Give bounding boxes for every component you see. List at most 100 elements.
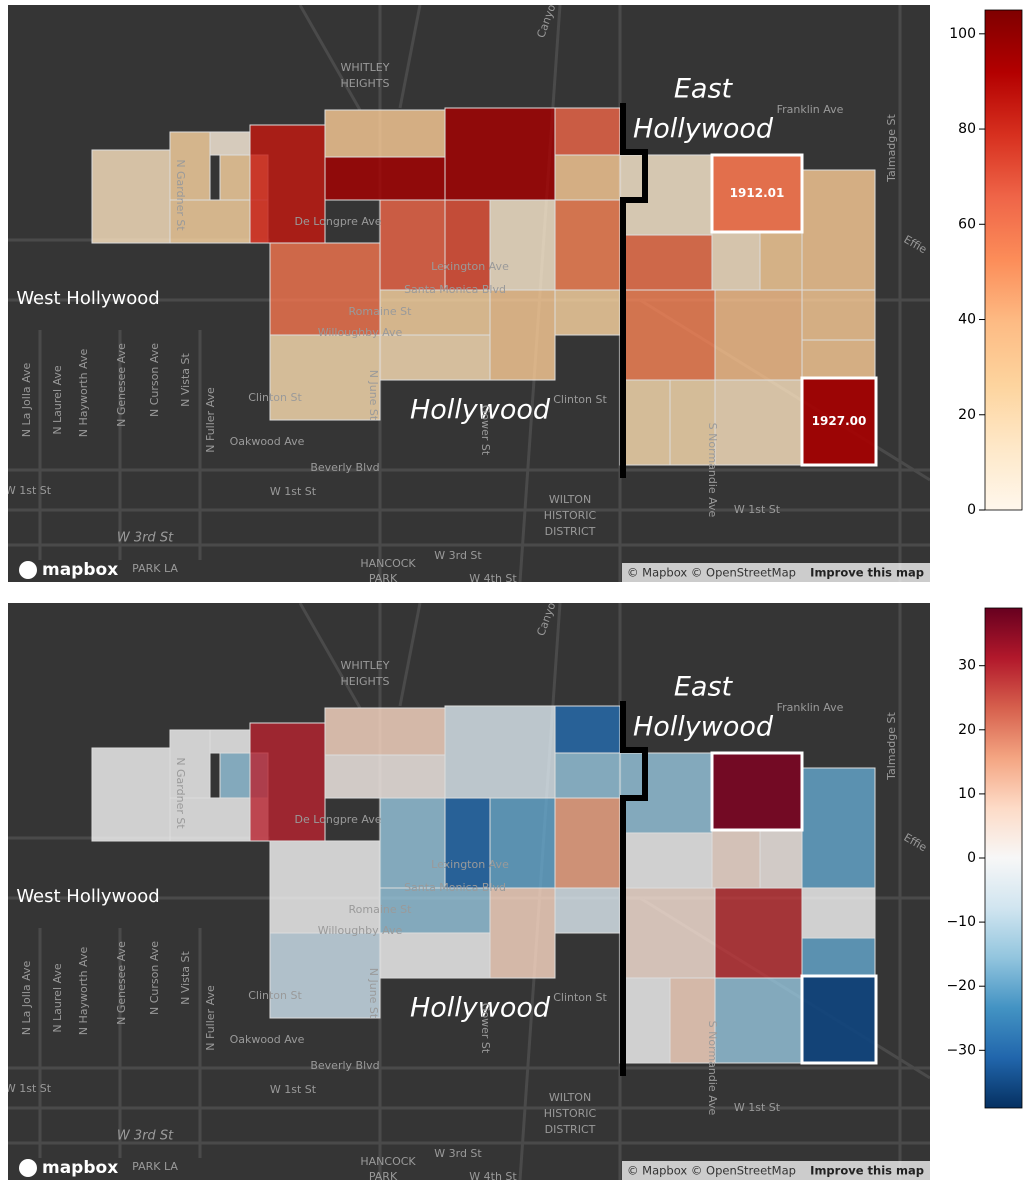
tract bbox=[324, 156, 446, 201]
colorbar-tick-label: 30 bbox=[958, 658, 976, 674]
tract bbox=[619, 832, 713, 889]
highlighted-tract bbox=[710, 751, 804, 832]
road bbox=[398, 5, 422, 109]
tract bbox=[801, 937, 876, 977]
tract bbox=[619, 234, 713, 291]
tract bbox=[169, 729, 211, 799]
map-label: W 4th St bbox=[469, 1170, 517, 1183]
colorbar-tick-label: 0 bbox=[967, 850, 976, 866]
map-label: Gower St bbox=[479, 1003, 492, 1054]
map-label: DISTRICT bbox=[545, 1123, 596, 1136]
map-label: Willoughby Ave bbox=[318, 924, 403, 937]
tract bbox=[619, 379, 671, 466]
map-label: East bbox=[674, 74, 734, 105]
boundary-line bbox=[620, 103, 648, 478]
map-label: W 1st St bbox=[5, 484, 52, 497]
improve-link: Improve this map bbox=[810, 1164, 924, 1178]
tract bbox=[619, 289, 716, 381]
map-label: S Normandie Ave bbox=[706, 423, 719, 518]
map-label: PARK bbox=[369, 1170, 398, 1183]
colorbar-tick-label: 80 bbox=[958, 121, 976, 137]
road bbox=[298, 603, 362, 709]
map-label: Santa Monica Blvd bbox=[404, 881, 506, 894]
map-label: HANCOCK bbox=[360, 557, 416, 570]
tract bbox=[801, 169, 876, 291]
map-label: DISTRICT bbox=[545, 525, 596, 538]
tract bbox=[444, 797, 491, 889]
map-label: N Fuller Ave bbox=[204, 387, 217, 453]
map-label: Franklin Ave bbox=[777, 701, 844, 714]
map-label: WHITLEY bbox=[341, 659, 390, 672]
map-label: Beverly Blvd bbox=[310, 1059, 379, 1072]
map-label: Clinton St bbox=[248, 989, 302, 1002]
colorbar-tick-label: 60 bbox=[958, 216, 976, 232]
map-label: W 4th St bbox=[469, 572, 517, 585]
map-label: N La Jolla Ave bbox=[20, 960, 33, 1035]
map-label: PARK LA bbox=[132, 1160, 178, 1173]
map-label: De Longpre Ave bbox=[294, 215, 381, 228]
map-label: Clinton St bbox=[553, 991, 607, 1004]
map-label: WILTON bbox=[549, 1091, 591, 1104]
tract bbox=[714, 887, 803, 979]
map-label: W 3rd St bbox=[117, 1129, 174, 1144]
map-label: West Hollywood bbox=[16, 288, 159, 309]
map-label: N June St bbox=[367, 370, 380, 421]
tract-label: 1912.01 bbox=[730, 186, 785, 200]
map-label: WILTON bbox=[549, 493, 591, 506]
map-label: Lexington Ave bbox=[431, 260, 509, 273]
colorbar-tick-label: 0 bbox=[967, 502, 976, 518]
map-label: Lexington Ave bbox=[431, 858, 509, 871]
colorbar-tick-label: 20 bbox=[958, 722, 976, 738]
map-label: W 1st St bbox=[270, 485, 317, 498]
tract bbox=[711, 231, 761, 291]
tract bbox=[489, 797, 556, 889]
colorbar bbox=[984, 9, 1023, 511]
map-label: N Laurel Ave bbox=[51, 365, 64, 435]
tract bbox=[801, 289, 876, 341]
tract bbox=[249, 124, 326, 244]
map-label: PARK bbox=[369, 572, 398, 585]
map-label: Beverly Blvd bbox=[310, 461, 379, 474]
tract-label: 1927.00 bbox=[812, 414, 867, 428]
tract bbox=[489, 887, 556, 979]
map-label: Clinton St bbox=[248, 391, 302, 404]
map-label: Clinton St bbox=[553, 393, 607, 406]
map-label: Hollywood bbox=[633, 114, 774, 145]
tract bbox=[801, 339, 876, 379]
map-label: N La Jolla Ave bbox=[20, 362, 33, 437]
highlighted-tract bbox=[710, 153, 804, 234]
colorbar-tick-label: 10 bbox=[958, 786, 976, 802]
tract bbox=[801, 767, 876, 889]
tract bbox=[554, 289, 621, 336]
tract bbox=[444, 705, 556, 799]
tract bbox=[554, 752, 621, 799]
map-label: N Curson Ave bbox=[148, 941, 161, 1015]
colorbar-tick-label: −30 bbox=[946, 1042, 976, 1058]
road bbox=[298, 5, 362, 111]
tract bbox=[489, 199, 556, 291]
attribution-box bbox=[622, 1161, 930, 1180]
map-label: N Laurel Ave bbox=[51, 963, 64, 1033]
map-label: N Gardner St bbox=[174, 757, 187, 829]
map-label: West Hollywood bbox=[16, 886, 159, 907]
map-label: WHITLEY bbox=[341, 61, 390, 74]
map-panel: 1912.011927.00WHITLEYHEIGHTSEastHollywoo… bbox=[8, 603, 930, 1183]
map-label: N Fuller Ave bbox=[204, 985, 217, 1051]
logo: mapbox bbox=[42, 560, 118, 580]
tract bbox=[324, 754, 446, 799]
map-label: Romaine St bbox=[349, 305, 413, 318]
map-label: Talmadge St bbox=[885, 711, 898, 780]
map-label: W 3rd St bbox=[117, 531, 174, 546]
map-label: Gower St bbox=[479, 405, 492, 456]
map-label: PARK LA bbox=[132, 562, 178, 575]
tract bbox=[91, 149, 171, 244]
map-label: S Normandie Ave bbox=[706, 1021, 719, 1116]
highlighted-tract bbox=[800, 974, 878, 1065]
map-label: N Genesee Ave bbox=[115, 343, 128, 427]
colorbar-tick-label: −20 bbox=[946, 978, 976, 994]
map-label: HISTORIC bbox=[544, 1107, 597, 1120]
tract bbox=[489, 289, 556, 381]
map-label: Hollywood bbox=[633, 712, 774, 743]
colorbar-tick-label: 40 bbox=[958, 312, 976, 328]
